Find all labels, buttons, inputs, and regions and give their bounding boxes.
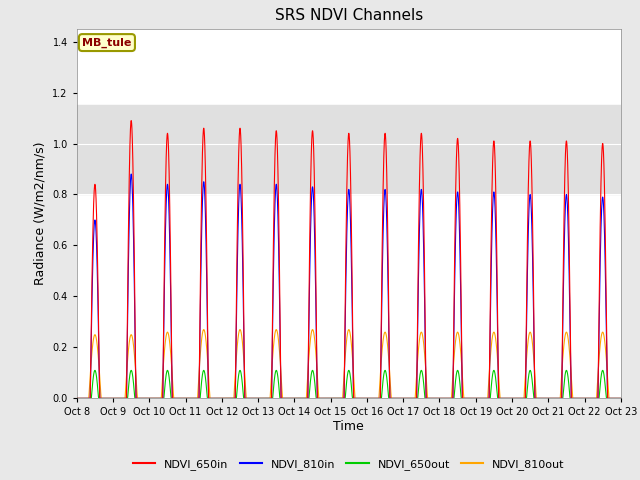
NDVI_650out [204,396,211,401]
NDVI_650in [192,396,200,401]
NDVI_810out [192,396,200,401]
NDVI_650out [617,396,625,401]
NDVI_650in [361,396,369,401]
NDVI_810out [617,396,625,401]
NDVI_650out [545,396,552,401]
Y-axis label: Radiance (W/m2/nm/s): Radiance (W/m2/nm/s) [34,142,47,285]
NDVI_650out [192,396,200,401]
NDVI_650out [90,369,98,375]
NDVI_650out [132,396,140,401]
Line: NDVI_650in: NDVI_650in [77,120,621,398]
NDVI_810in [132,396,140,401]
X-axis label: Time: Time [333,420,364,433]
NDVI_810out [204,355,211,360]
Text: MB_tule: MB_tule [82,37,132,48]
NDVI_810in [127,171,135,177]
NDVI_810out [132,375,140,381]
NDVI_650in [90,189,98,195]
NDVI_650in [204,305,211,311]
NDVI_650in [73,396,81,401]
NDVI_650in [545,396,552,401]
NDVI_810in [90,224,98,229]
NDVI_810in [617,396,625,401]
NDVI_810out [73,396,81,401]
NDVI_810in [545,396,552,401]
NDVI_650out [91,368,99,373]
NDVI_810out [90,333,98,339]
NDVI_810out [545,396,552,401]
Legend: NDVI_650in, NDVI_810in, NDVI_650out, NDVI_810out: NDVI_650in, NDVI_810in, NDVI_650out, NDV… [129,455,569,474]
NDVI_810in [361,396,369,401]
NDVI_810out [200,327,207,333]
NDVI_650in [127,118,135,123]
NDVI_810in [192,396,200,401]
NDVI_650out [73,396,81,401]
NDVI_650in [617,396,625,401]
Title: SRS NDVI Channels: SRS NDVI Channels [275,9,423,24]
NDVI_810in [204,323,211,328]
Bar [77,105,621,194]
NDVI_810in [73,396,81,401]
Line: NDVI_650out: NDVI_650out [77,371,621,398]
NDVI_650out [361,396,369,401]
Line: NDVI_810out: NDVI_810out [77,330,621,398]
NDVI_650in [132,396,140,401]
NDVI_810out [361,396,369,401]
Line: NDVI_810in: NDVI_810in [77,174,621,398]
